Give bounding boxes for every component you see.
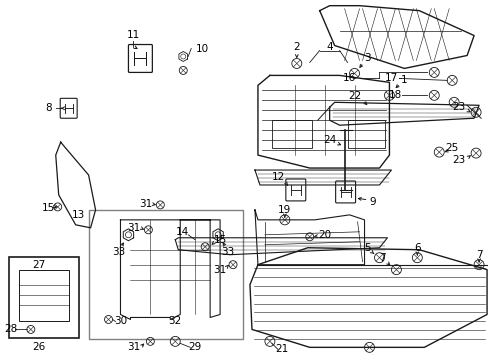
Text: 31: 31 <box>139 199 152 209</box>
Text: 8: 8 <box>45 103 52 113</box>
Text: 9: 9 <box>368 197 375 207</box>
Text: 21: 21 <box>275 345 288 354</box>
Text: 4: 4 <box>325 41 332 51</box>
Bar <box>19 270 68 321</box>
Text: 6: 6 <box>413 243 420 253</box>
Text: 31: 31 <box>126 342 140 352</box>
Text: 27: 27 <box>32 260 45 270</box>
Text: 7: 7 <box>475 250 482 260</box>
Text: 15: 15 <box>213 235 226 245</box>
Text: 11: 11 <box>126 30 140 40</box>
Text: 7: 7 <box>378 253 385 263</box>
Text: 31: 31 <box>213 265 226 275</box>
Text: 28: 28 <box>4 324 18 334</box>
Text: 31: 31 <box>126 223 140 233</box>
Text: 30: 30 <box>114 316 127 327</box>
Text: 3: 3 <box>364 54 370 63</box>
Text: 15: 15 <box>42 203 55 213</box>
Text: 10: 10 <box>195 44 208 54</box>
Text: 33: 33 <box>221 247 234 257</box>
Bar <box>9 257 79 338</box>
Text: 14: 14 <box>175 227 188 237</box>
Bar <box>271 120 311 148</box>
Text: 12: 12 <box>272 172 285 182</box>
Text: 29: 29 <box>188 342 202 352</box>
Text: 24: 24 <box>323 135 336 145</box>
Text: 13: 13 <box>72 210 85 220</box>
Text: 19: 19 <box>278 205 291 215</box>
Text: 23: 23 <box>451 155 465 165</box>
Bar <box>347 120 385 148</box>
Text: 17: 17 <box>384 73 397 84</box>
Text: 23: 23 <box>451 102 465 112</box>
Text: 16: 16 <box>342 73 355 84</box>
Text: 22: 22 <box>347 91 361 101</box>
Text: 26: 26 <box>32 342 45 352</box>
Bar <box>88 210 243 339</box>
Text: 25: 25 <box>445 143 458 153</box>
Text: 2: 2 <box>293 41 300 51</box>
Text: 32: 32 <box>168 316 182 327</box>
Text: 5: 5 <box>364 243 370 253</box>
Text: 20: 20 <box>318 230 330 240</box>
Text: 33: 33 <box>112 247 125 257</box>
Text: 1: 1 <box>400 75 407 85</box>
Text: 18: 18 <box>388 90 401 100</box>
